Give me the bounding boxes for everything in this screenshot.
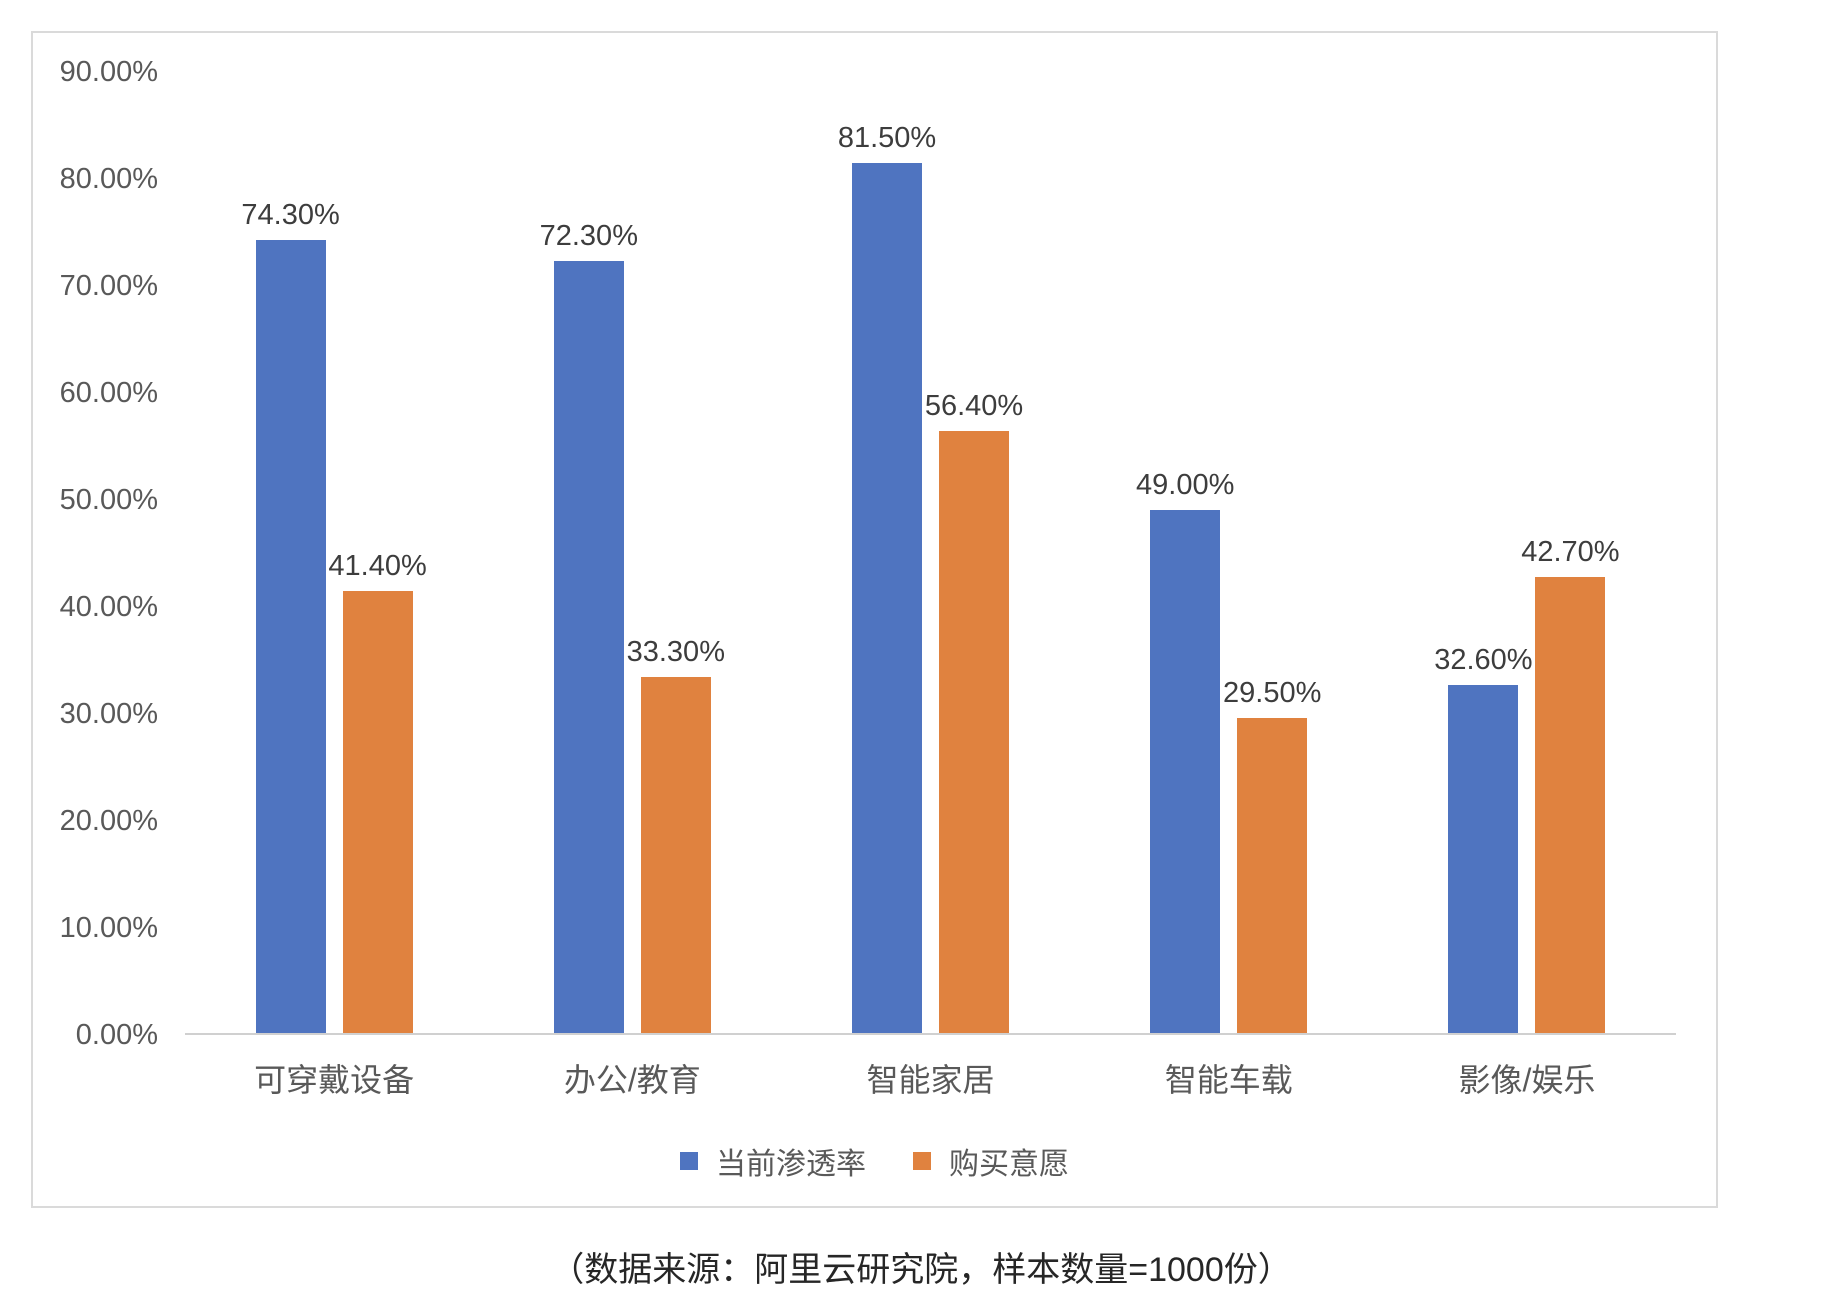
legend-item: 购买意愿 xyxy=(913,1139,1069,1183)
y-axis-tick-label: 80.00% xyxy=(59,162,158,195)
legend-item: 当前渗透率 xyxy=(680,1139,866,1183)
legend-label: 当前渗透率 xyxy=(716,1148,866,1181)
x-axis-category-label: 办公/教育 xyxy=(563,1062,701,1098)
bar-series-1: 81.50% xyxy=(838,122,936,1033)
y-axis-tick-label: 50.00% xyxy=(59,483,158,516)
y-axis-tick-label: 20.00% xyxy=(59,805,158,837)
y-axis-tick-label: 70.00% xyxy=(59,269,158,302)
bar-value-label: 81.50% xyxy=(837,121,937,154)
chart-container: 0.00% 10.00% 20.00% 30.00% 40.00% 50.00% 60.00… xyxy=(31,31,1718,1208)
bar-series-2: 41.40% xyxy=(328,550,427,1033)
y-axis-tick-label: 30.00% xyxy=(59,697,158,730)
bar-group: 49.00% 29.50% xyxy=(1080,72,1378,1033)
y-axis-tick-label: 10.00% xyxy=(59,911,158,944)
bar-series-1: 49.00% xyxy=(1136,469,1234,1033)
bar-value-label: 33.30% xyxy=(626,636,725,669)
y-axis-tick-label: 60.00% xyxy=(59,376,158,409)
bar-series-2: 56.40% xyxy=(925,390,1023,1033)
legend-swatch-icon xyxy=(680,1152,698,1170)
x-axis-category-label: 可穿戴设备 xyxy=(254,1062,415,1098)
x-axis: 可穿戴设备 办公/教育 智能家居 智能车载 影像/娱乐 xyxy=(185,1055,1676,1101)
bar-value-label: 49.00% xyxy=(1136,468,1235,501)
bar-value-label: 29.50% xyxy=(1223,677,1322,710)
bar-series-1: 72.30% xyxy=(540,220,638,1033)
x-axis-category-label: 影像/娱乐 xyxy=(1458,1062,1596,1098)
bar-series-1: 74.30% xyxy=(241,199,340,1033)
bar-series-2: 42.70% xyxy=(1521,536,1620,1033)
legend-label: 购买意愿 xyxy=(949,1148,1069,1181)
x-axis-category-label: 智能家居 xyxy=(866,1062,995,1098)
bar-value-label: 74.30% xyxy=(241,198,340,231)
bar-series-1: 32.60% xyxy=(1434,644,1533,1033)
bar-group: 74.30% 41.40% xyxy=(185,72,483,1033)
bar-value-label: 32.60% xyxy=(1434,643,1533,676)
bar-group: 72.30% 33.30% xyxy=(483,72,781,1033)
x-axis-category-label: 智能车载 xyxy=(1164,1062,1293,1098)
y-axis-tick-label: 0.00% xyxy=(75,1019,158,1051)
plot-area: 74.30% 41.40% 72.30% 33.30% 81.50% 56.40% 49.0… xyxy=(185,72,1676,1035)
y-axis-tick-label: 90.00% xyxy=(59,56,158,88)
bar-value-label: 56.40% xyxy=(924,389,1024,422)
y-axis-tick-label: 40.00% xyxy=(59,591,158,623)
plot-groups: 74.30% 41.40% 72.30% 33.30% 81.50% 56.40% 49.0… xyxy=(185,72,1676,1033)
bar-series-2: 33.30% xyxy=(627,636,725,1033)
bar-group: 81.50% 56.40% xyxy=(781,72,1079,1033)
bar-group: 32.60% 42.70% xyxy=(1378,72,1676,1033)
bar-series-2: 29.50% xyxy=(1223,677,1321,1033)
bar-value-label: 72.30% xyxy=(539,220,638,252)
legend: 当前渗透率 购买意愿 xyxy=(33,1139,1716,1183)
y-axis: 0.00% 10.00% 20.00% 30.00% 40.00% 50.00% 60.00… xyxy=(33,56,158,1051)
bar-value-label: 42.70% xyxy=(1521,536,1620,569)
source-caption: （数据来源：阿里云研究院，样本数量=1000份） xyxy=(550,1251,1292,1289)
bar-value-label: 41.40% xyxy=(328,549,427,582)
legend-swatch-icon xyxy=(913,1152,931,1170)
